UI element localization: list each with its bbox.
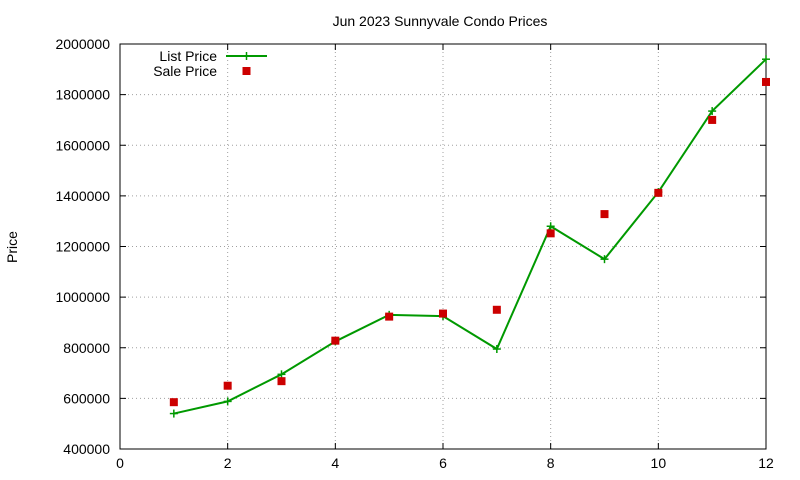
sale-price-point	[492, 305, 501, 314]
sale-price-point	[169, 398, 178, 407]
list-price-line	[173, 58, 767, 415]
x-tick-label: 8	[547, 455, 555, 471]
y-axis-label: Price	[4, 231, 20, 263]
legend-marker	[242, 52, 251, 60]
y-tick-label: 400000	[63, 441, 110, 457]
list-price-point	[546, 222, 555, 231]
y-tick-label: 1600000	[55, 137, 110, 153]
legend-label: List Price	[159, 48, 217, 64]
legend-marker	[242, 67, 251, 75]
sale-price-point	[223, 381, 232, 390]
sale-price-point	[385, 312, 394, 321]
sale-price-point	[277, 377, 286, 386]
sale-price-point	[439, 309, 447, 318]
series-layer	[169, 55, 770, 418]
sale-price-point	[600, 210, 609, 219]
legend-label: Sale Price	[153, 63, 217, 79]
series-sale-price	[169, 77, 770, 407]
x-tick-label: 4	[331, 455, 339, 471]
list-price-point	[600, 255, 609, 264]
y-tick-label: 600000	[63, 390, 110, 406]
y-tick-label: 800000	[63, 340, 110, 356]
list-price-point	[169, 409, 178, 418]
x-tick-label: 0	[116, 455, 124, 471]
x-tick-label: 10	[651, 455, 667, 471]
y-tick-label: 1200000	[55, 239, 110, 255]
list-price-point	[223, 397, 232, 406]
legend-entry-list-price: List Price	[159, 48, 267, 64]
x-tick-label: 12	[758, 455, 774, 471]
list-price-point	[492, 345, 501, 354]
y-tick-label: 1400000	[55, 188, 110, 204]
y-tick-label: 2000000	[55, 36, 110, 52]
sale-price-point	[546, 229, 555, 238]
y-tick-label: 1800000	[55, 87, 110, 103]
grid-lines	[120, 44, 766, 449]
x-tick-label: 6	[439, 455, 447, 471]
list-price-point	[708, 107, 717, 116]
legend-entry-sale-price: Sale Price	[153, 63, 251, 79]
axes: 0 2 4 6 8 10 12 400000 600000 800000 1000000 120000…	[55, 36, 774, 471]
x-tick-label: 2	[224, 455, 232, 471]
y-tick-label: 1000000	[55, 289, 110, 305]
sale-price-point	[654, 188, 663, 197]
chart-title: Jun 2023 Sunnyvale Condo Prices	[333, 13, 548, 29]
sale-price-point	[708, 115, 717, 124]
sale-price-point	[331, 336, 340, 345]
list-price-point	[762, 55, 770, 64]
list-price-point	[277, 370, 286, 379]
sale-price-point	[762, 77, 770, 86]
series-list-price	[169, 55, 770, 418]
